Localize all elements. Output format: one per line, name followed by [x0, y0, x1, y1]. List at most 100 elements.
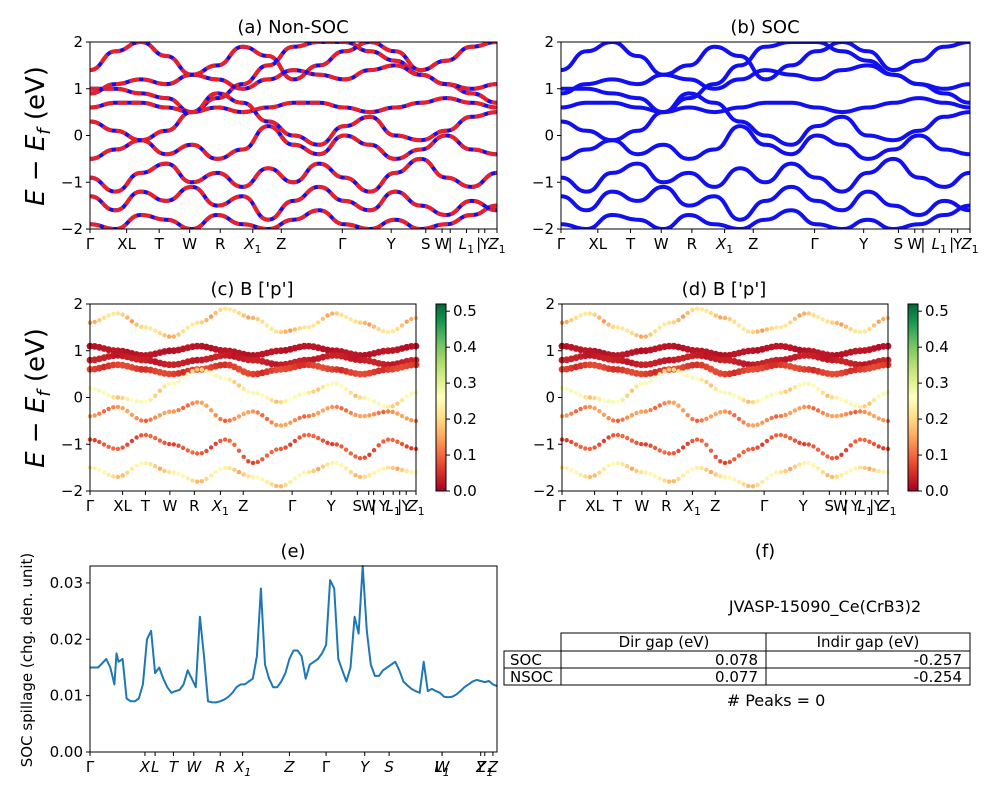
panel-d-xtick-label: Y — [798, 497, 809, 515]
colorbar-tick-label: 0.4 — [925, 338, 949, 356]
projected-band-point — [232, 308, 237, 313]
projected-band-point — [755, 422, 760, 427]
projected-band-point — [788, 435, 793, 441]
panel-d-xtick-label: W — [634, 497, 649, 515]
projected-band-point — [292, 476, 298, 481]
projected-band-point — [755, 482, 760, 488]
projected-band-point — [190, 322, 195, 327]
projected-band-point — [881, 446, 886, 451]
projected-band-point — [106, 393, 111, 398]
projected-band-point — [250, 409, 256, 414]
panel-f-title: (f) — [755, 541, 775, 562]
projected-band-point — [92, 386, 97, 391]
projected-band-point — [101, 470, 107, 475]
projected-band-point — [825, 412, 830, 418]
projected-band-point — [241, 411, 246, 417]
projected-band-point — [222, 418, 228, 423]
panel-d-xtick-label: T — [612, 497, 623, 515]
projected-band-point — [334, 461, 339, 466]
projected-band-point — [115, 395, 121, 400]
projected-band-point — [134, 435, 139, 440]
projected-band-point — [320, 316, 326, 321]
projected-band-point — [180, 375, 186, 381]
projected-band-point — [829, 474, 835, 480]
projected-band-point — [106, 472, 111, 478]
projected-band-point — [718, 410, 723, 415]
projected-band-point — [204, 448, 209, 454]
projected-band-point — [409, 469, 414, 475]
projected-band-point — [213, 310, 218, 316]
projected-band-point — [167, 334, 172, 339]
projected-band-point — [190, 478, 195, 483]
projected-band-point — [255, 391, 260, 396]
projected-band-point — [292, 418, 298, 423]
projected-band-point — [629, 413, 635, 418]
projected-band-point — [662, 450, 667, 455]
projected-band-point — [676, 317, 681, 323]
panel-d-xtick-label: Z — [710, 497, 720, 515]
colorbar-tick-label: 0.5 — [925, 302, 949, 320]
projected-band-point — [232, 467, 237, 472]
projected-band-point — [320, 464, 326, 469]
projected-band-point — [783, 412, 788, 418]
projected-band-point — [353, 473, 358, 478]
projected-band-point — [592, 395, 597, 401]
projected-band-point — [250, 460, 256, 466]
projected-band-point — [148, 397, 153, 403]
projected-band-point — [334, 442, 339, 447]
panel-d-xtick-label: Y — [850, 497, 861, 515]
projected-band-point — [362, 395, 367, 400]
panel-c-xtick-label: Γ — [86, 497, 95, 515]
panel-c-xtick-label: Y — [378, 497, 389, 515]
projected-band-point — [792, 464, 798, 469]
panel-f: (f) JVASP-15090_Ce(CrB3)2 Dir gap (eV) I… — [503, 541, 971, 710]
projected-band-point — [339, 406, 344, 411]
projected-band-point — [690, 375, 695, 381]
projected-band-point — [573, 315, 579, 320]
projected-band-point — [825, 319, 830, 324]
projected-band-point — [362, 474, 367, 479]
panel-c-xtick-label: | — [371, 497, 376, 515]
projected-band-point — [395, 401, 400, 406]
projected-band-point — [606, 463, 611, 468]
projected-band-point — [120, 312, 125, 317]
projected-band-point — [778, 413, 784, 419]
panel-b: (b) SOC 210−1−2Γ XL T W R X1 Z Γ Y S W| L1 | Y Z1 — [532, 17, 979, 256]
projected-band-point — [269, 397, 274, 403]
projected-band-point — [853, 439, 858, 444]
projected-band-point — [115, 474, 121, 480]
projected-band-point — [843, 448, 849, 453]
projected-band-point — [597, 408, 602, 414]
projected-band-point — [857, 437, 863, 442]
panel-b-ticks: 210−1−2Γ XL T W R X1 Z Γ Y S W| L1 | Y Z1 — [532, 33, 979, 256]
panel-a-xtick-label: XL — [117, 235, 136, 253]
projected-band-point — [829, 320, 835, 325]
projected-band-point — [153, 415, 158, 420]
projected-band-point — [666, 451, 672, 456]
projected-band-point — [797, 440, 802, 445]
projected-band-point — [390, 409, 395, 415]
projected-band-point — [839, 397, 844, 402]
projected-band-point — [774, 414, 779, 419]
panel-e-ytick-label: 0.03 — [50, 574, 83, 592]
projected-band-point — [573, 470, 579, 475]
table-cell-nsoc-indir: -0.254 — [914, 668, 962, 686]
projected-band-point — [797, 406, 802, 411]
projected-band-point — [639, 381, 644, 386]
panel-d: (d) B ['p'] 210−1−2Γ XL T W R X1 Z Γ Y S W| YL1| YZ1… — [533, 279, 949, 518]
projected-band-point — [857, 409, 863, 414]
projected-band-point — [704, 467, 709, 472]
projected-band-point — [153, 393, 158, 398]
projected-band-point — [371, 412, 377, 417]
projected-band-point — [727, 316, 732, 322]
projected-band-point — [825, 393, 830, 398]
projected-band-point — [811, 383, 816, 388]
projected-band-point — [199, 320, 204, 325]
projected-band-point — [643, 381, 648, 386]
projected-band-point — [97, 411, 102, 416]
projected-band-point — [573, 409, 579, 414]
projected-band-point — [760, 442, 765, 447]
projected-band-point — [399, 441, 405, 447]
panel-a-plot — [90, 42, 497, 229]
projected-band-point — [788, 320, 793, 325]
